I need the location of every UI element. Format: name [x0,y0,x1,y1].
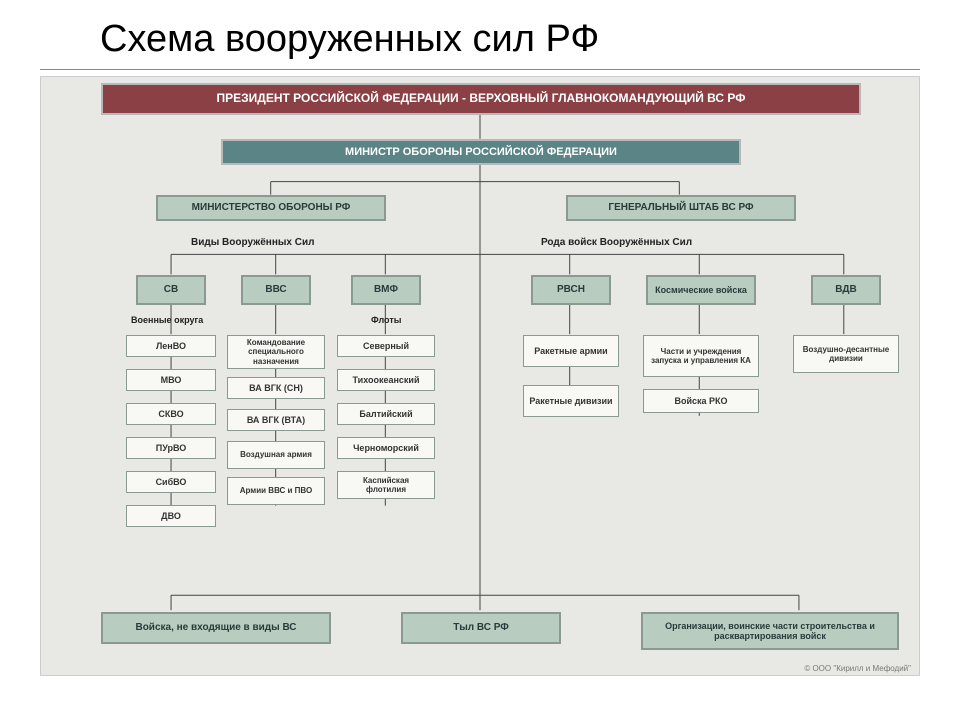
node-sv: СВ [136,275,206,305]
node-minister: МИНИСТР ОБОРОНЫ РОССИЙСКОЙ ФЕДЕРАЦИИ [221,139,741,165]
node-vvs: ВВС [241,275,311,305]
vmf-item-3: Черноморский [337,437,435,459]
sv-item-4: СибВО [126,471,216,493]
rvsn-item-0: Ракетные армии [523,335,619,367]
sv-item-0: ЛенВО [126,335,216,357]
label-vidy: Виды Вооружённых Сил [191,237,314,248]
kosm-item-0: Части и учреждения запуска и управления … [643,335,759,377]
sv-item-5: ДВО [126,505,216,527]
vvs-item-0: Командование специального назначения [227,335,325,369]
vmf-item-0: Северный [337,335,435,357]
vmf-item-2: Балтийский [337,403,435,425]
node-bottom-mid: Тыл ВС РФ [401,612,561,644]
node-president: ПРЕЗИДЕНТ РОССИЙСКОЙ ФЕДЕРАЦИИ - ВЕРХОВН… [101,83,861,115]
label-okruga: Военные округа [131,315,203,325]
node-vdv: ВДВ [811,275,881,305]
vmf-item-1: Тихоокеанский [337,369,435,391]
vdv-item-0: Воздушно-десантные дивизии [793,335,899,373]
vvs-item-3: Воздушная армия [227,441,325,469]
node-kosm: Космические войска [646,275,756,305]
vvs-item-2: ВА ВГК (ВТА) [227,409,325,431]
kosm-item-1: Войска РКО [643,389,759,413]
node-genstaff: ГЕНЕРАЛЬНЫЙ ШТАБ ВС РФ [566,195,796,221]
node-bottom-left: Войска, не входящие в виды ВС [101,612,331,644]
node-vmf: ВМФ [351,275,421,305]
sv-item-1: МВО [126,369,216,391]
node-bottom-right: Организации, воинские части строительств… [641,612,899,650]
vvs-item-4: Армии ВВС и ПВО [227,477,325,505]
sv-item-3: ПУрВО [126,437,216,459]
node-rvsn: РВСН [531,275,611,305]
vvs-item-1: ВА ВГК (СН) [227,377,325,399]
rvsn-item-1: Ракетные дивизии [523,385,619,417]
label-floty: Флоты [371,315,401,325]
vmf-item-4: Каспийская флотилия [337,471,435,499]
org-chart: ПРЕЗИДЕНТ РОССИЙСКОЙ ФЕДЕРАЦИИ - ВЕРХОВН… [40,76,920,676]
credit-text: © ООО "Кирилл и Мефодий" [804,664,911,673]
page-title: Схема вооруженных сил РФ [40,0,920,70]
label-roda: Рода войск Вооружённых Сил [541,237,692,248]
sv-item-2: СКВО [126,403,216,425]
node-ministry: МИНИСТЕРСТВО ОБОРОНЫ РФ [156,195,386,221]
